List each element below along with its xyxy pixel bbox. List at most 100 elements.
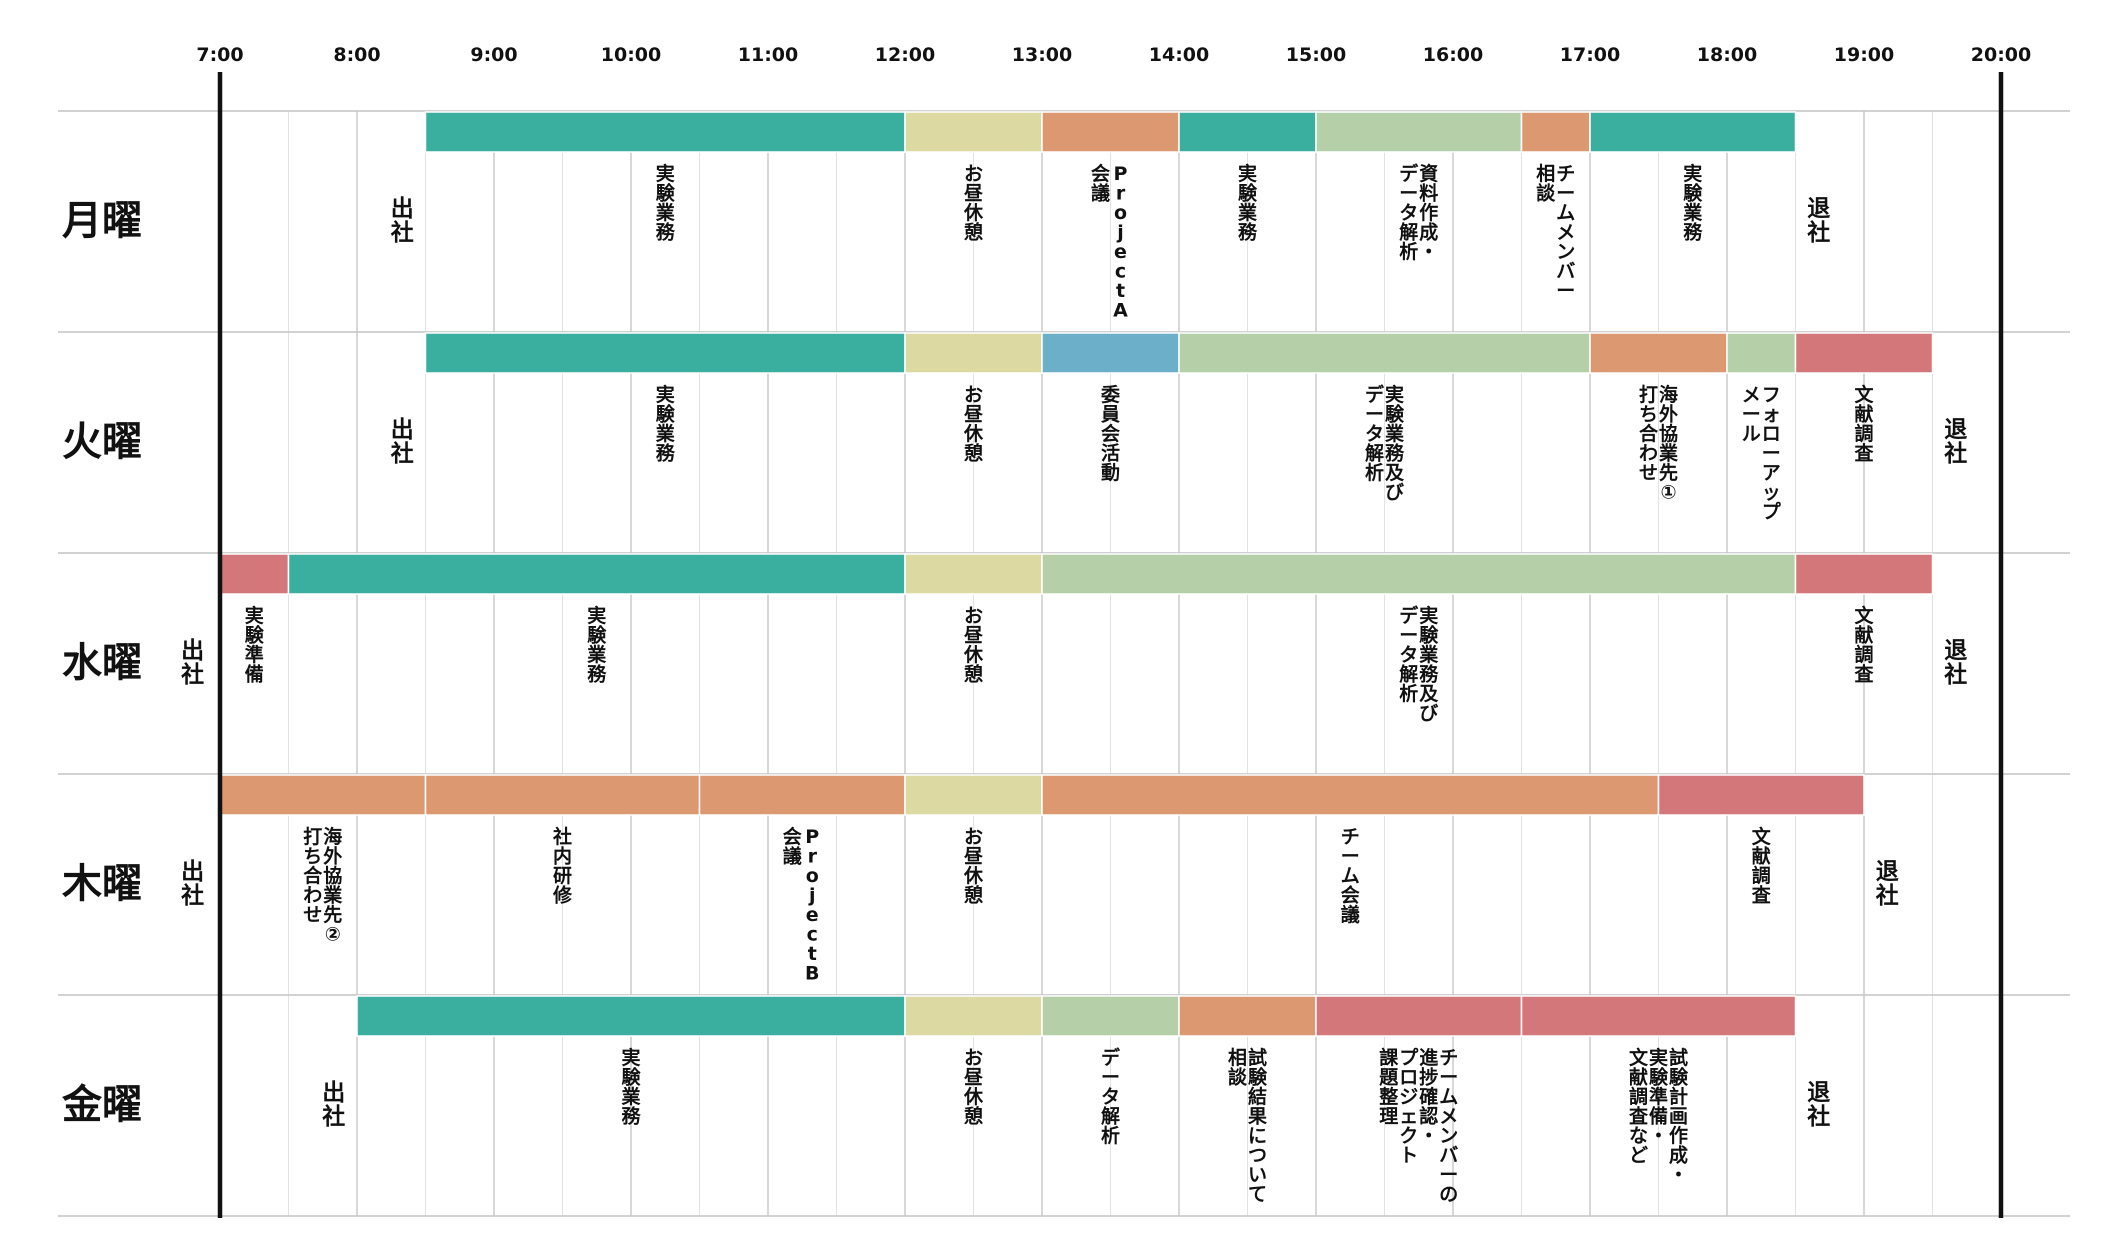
leave-label: 退社 (1944, 417, 1967, 467)
day-label: 火曜 (62, 419, 142, 465)
activity-bar (287, 553, 906, 595)
activity-label: チーム会議 (1341, 826, 1360, 926)
activity-label: 実験業務 (620, 1046, 641, 1128)
hour-tick-label: 20:00 (1971, 44, 2031, 66)
day-label: 水曜 (62, 640, 142, 686)
activity-bar (219, 553, 290, 595)
hour-tick-label: 14:00 (1149, 44, 1209, 66)
activity-label: 実験業務 (1237, 162, 1258, 244)
activity-label: お昼休憩 (963, 163, 984, 244)
activity-label: 資料作成・ (1419, 162, 1438, 263)
activity-label: 委員会活動 (1100, 384, 1120, 484)
hour-tick-label: 19:00 (1834, 44, 1894, 66)
activity-label: お昼休憩 (963, 384, 984, 465)
leave-label: 退社 (1876, 859, 1899, 909)
activity-label: 社内研修 (552, 825, 573, 907)
activity-bar (1520, 995, 1797, 1037)
activity-bar (356, 995, 906, 1037)
hour-tick-label: 7:00 (196, 44, 243, 66)
activity-bar (424, 332, 906, 374)
activity-label: 実験業務 (1682, 162, 1703, 244)
hour-tick-label: 17:00 (1560, 44, 1620, 66)
activity-label: データ解析 (1365, 383, 1385, 484)
activity-label: データ解析 (1399, 162, 1419, 263)
activity-label: 打ち合わせ (303, 825, 323, 926)
hour-tick-label: 16:00 (1423, 44, 1483, 66)
activity-label: フォローアップ (1762, 384, 1782, 523)
arrive-label: 出社 (391, 196, 414, 246)
activity-label: データ解析 (1399, 604, 1419, 705)
activity-bar (1520, 111, 1591, 153)
activity-bar (1178, 995, 1317, 1037)
activity-label: データ解析 (1101, 1046, 1121, 1147)
activity-bar (1726, 332, 1797, 374)
activity-bar (219, 774, 427, 816)
day-label: 金曜 (61, 1082, 142, 1128)
activity-label: 進捗確認・ (1419, 1047, 1438, 1147)
activity-bar (1589, 111, 1797, 153)
hour-tick-label: 8:00 (333, 44, 380, 66)
activity-label: お昼休憩 (963, 1047, 984, 1128)
activity-label: 文献調査など (1628, 1046, 1649, 1167)
activity-bar (1794, 332, 1934, 374)
activity-label: 打ち合わせ (1639, 383, 1659, 484)
activity-bar (904, 774, 1043, 816)
activity-label: 会議 (783, 825, 802, 868)
day-label: 木曜 (62, 861, 142, 907)
arrive-label: 出社 (181, 638, 204, 688)
activity-label: 文献調査 (1853, 604, 1874, 686)
activity-bar (1794, 553, 1934, 595)
activity-bar (1041, 995, 1180, 1037)
activity-bar (904, 553, 1043, 595)
hour-tick-label: 15:00 (1286, 44, 1346, 66)
activity-bar (904, 332, 1043, 374)
activity-bar (904, 111, 1043, 153)
activity-bar (1657, 774, 1865, 816)
activity-label: お昼休憩 (963, 826, 984, 907)
activity-bar (1178, 332, 1591, 374)
activity-label: お昼休憩 (963, 605, 984, 686)
activity-label: 試験結果について (1247, 1046, 1268, 1206)
activity-label: 実験業務 (655, 162, 676, 244)
activity-bar (424, 774, 701, 816)
activity-label: プロジェクト (1399, 1046, 1419, 1167)
activity-label: メール (1742, 384, 1761, 445)
hour-tick-label: 18:00 (1697, 44, 1757, 66)
hour-tick-label: 9:00 (470, 44, 517, 66)
activity-bar (1178, 111, 1317, 153)
activity-bar (1041, 332, 1180, 374)
hour-tick-label: 13:00 (1012, 44, 1072, 66)
activity-label: 実験業務 (586, 604, 607, 686)
activity-label: 相談 (1228, 1047, 1248, 1089)
leave-label: 退社 (1807, 1080, 1830, 1130)
activity-bar (698, 774, 906, 816)
activity-bar (424, 111, 906, 153)
activity-label: 文献調査 (1853, 383, 1874, 465)
activity-label: 文献調査 (1751, 825, 1772, 907)
activity-bar (1315, 995, 1523, 1037)
activity-bar (1041, 553, 1797, 595)
activity-label: 課題整理 (1379, 1046, 1399, 1128)
hour-tick-label: 12:00 (875, 44, 935, 66)
leave-label: 退社 (1944, 638, 1967, 688)
hour-tick-label: 11:00 (738, 44, 798, 66)
activity-label: 試験計画作成・ (1669, 1046, 1689, 1186)
arrive-label: 出社 (181, 859, 204, 909)
activity-bar (904, 995, 1043, 1037)
activity-bar (1315, 111, 1523, 153)
activity-bar (1589, 332, 1728, 374)
activity-label: 会議 (1091, 162, 1110, 205)
arrive-label: 出社 (322, 1080, 345, 1130)
activity-label: 相談 (1536, 163, 1556, 205)
activity-label: 実験準備 (245, 604, 265, 686)
day-label: 月曜 (62, 198, 142, 244)
activity-label: 実験準備・ (1649, 1046, 1669, 1147)
activity-label: 実験業務及び (1418, 604, 1439, 725)
arrive-label: 出社 (391, 417, 414, 467)
activity-label: 実験業務及び (1384, 383, 1405, 504)
activity-bar (1041, 111, 1180, 153)
activity-label: 海外協業先 ② (322, 825, 343, 946)
